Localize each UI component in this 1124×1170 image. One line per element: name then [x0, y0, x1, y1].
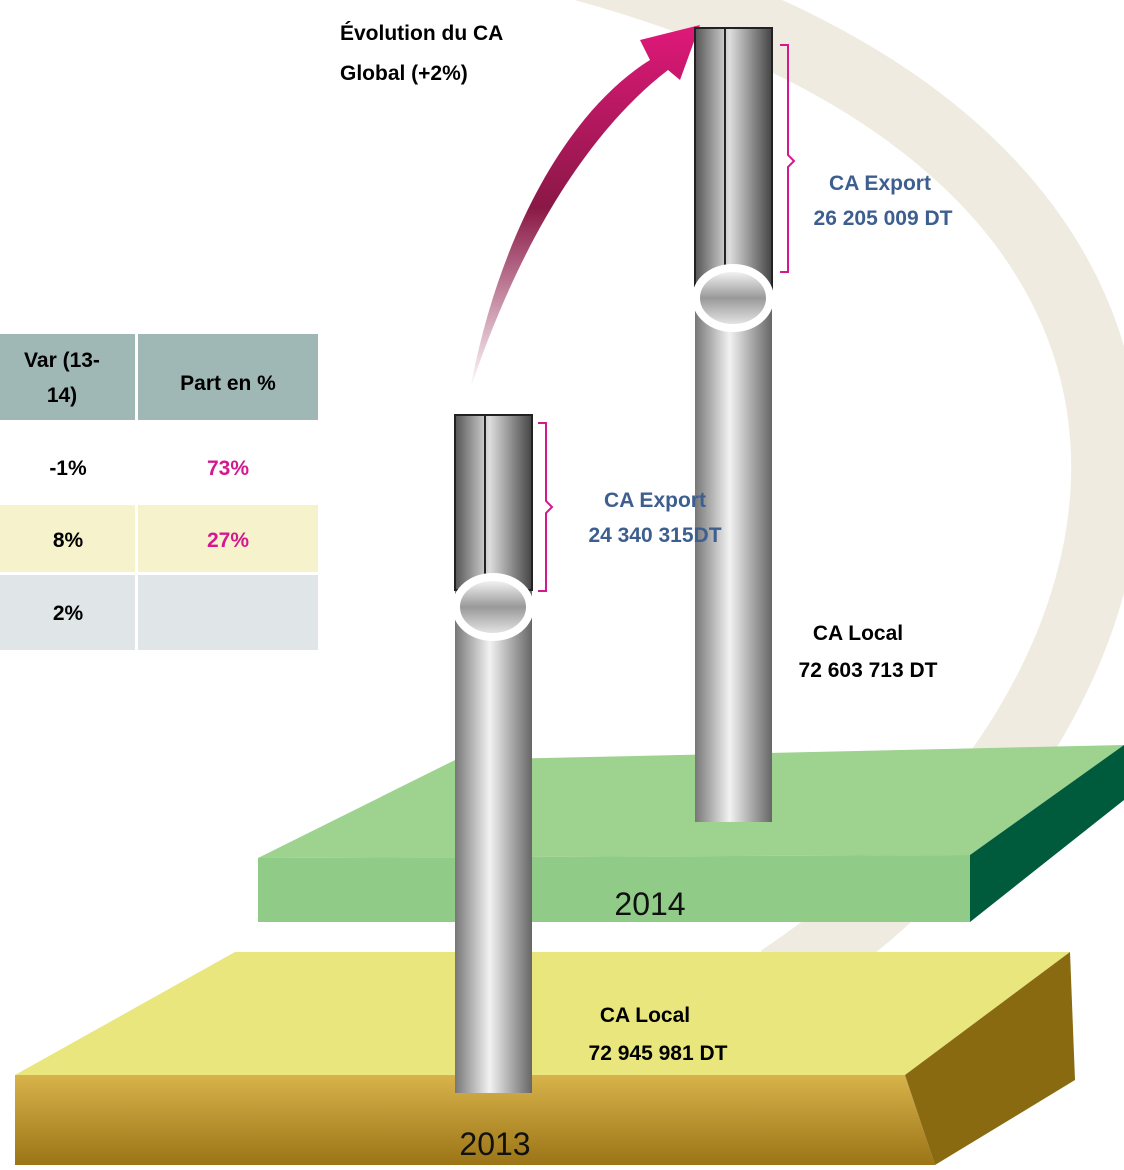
label: CA Local	[813, 622, 903, 645]
td: -1%	[49, 457, 87, 480]
label: CA Export	[604, 489, 706, 512]
label: 72 603 713 DT	[799, 659, 938, 682]
table: Var (13- 14) Part en % -1% 73% 8% 27% 2%	[0, 334, 318, 650]
th: 14)	[47, 384, 77, 407]
label: 24 340 315DT	[588, 524, 721, 547]
platform-2013: 2013	[15, 952, 1075, 1165]
th: Var (13-	[24, 349, 100, 372]
title: Global (+2%)	[340, 62, 468, 85]
label: CA Export	[829, 172, 931, 195]
td: 2%	[53, 602, 84, 625]
platform-2014: 2014	[258, 745, 1124, 922]
td: 73%	[207, 457, 249, 480]
year: 2013	[459, 1126, 530, 1162]
label: CA Local	[600, 1004, 690, 1027]
td: 27%	[207, 529, 249, 552]
column-2014: CA Export 26 205 009 DT CA Local 72 603 …	[692, 27, 953, 822]
th: Part en %	[180, 372, 276, 395]
title: Évolution du CA	[340, 22, 503, 45]
arrow	[470, 25, 700, 390]
year: 2014	[614, 886, 685, 922]
td: 8%	[53, 529, 84, 552]
column-2013: CA Export 24 340 315DT CA Local 72 945 9…	[452, 414, 728, 1093]
label: 26 205 009 DT	[814, 207, 953, 230]
label: 72 945 981 DT	[589, 1042, 728, 1065]
